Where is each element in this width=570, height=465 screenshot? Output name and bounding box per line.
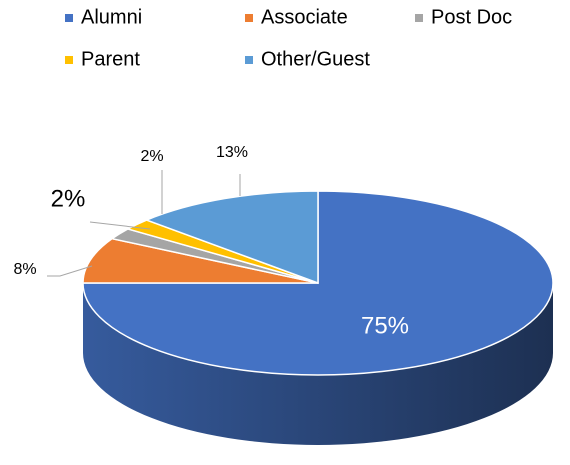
data-label: 13% (216, 144, 248, 161)
pie-slice (144, 190, 319, 285)
leader-line (89, 221, 151, 230)
data-label: 75% (361, 312, 409, 339)
data-label: 2% (51, 185, 86, 212)
legend-label: Associate (261, 6, 348, 28)
data-label: 2% (140, 148, 163, 165)
pie-side (83, 283, 553, 445)
legend-label: Post Doc (431, 6, 512, 28)
legend-swatch (245, 14, 253, 22)
legend-swatch (415, 14, 423, 22)
legend-swatch (65, 14, 73, 22)
pie-slice (82, 237, 319, 284)
legend-swatch (245, 56, 253, 64)
legend-swatch (65, 56, 73, 64)
leader-line (47, 265, 93, 277)
legend-label: Parent (81, 48, 140, 70)
legend-label: Other/Guest (261, 48, 370, 70)
data-label: 8% (13, 261, 36, 278)
legend-label: Alumni (81, 6, 142, 28)
